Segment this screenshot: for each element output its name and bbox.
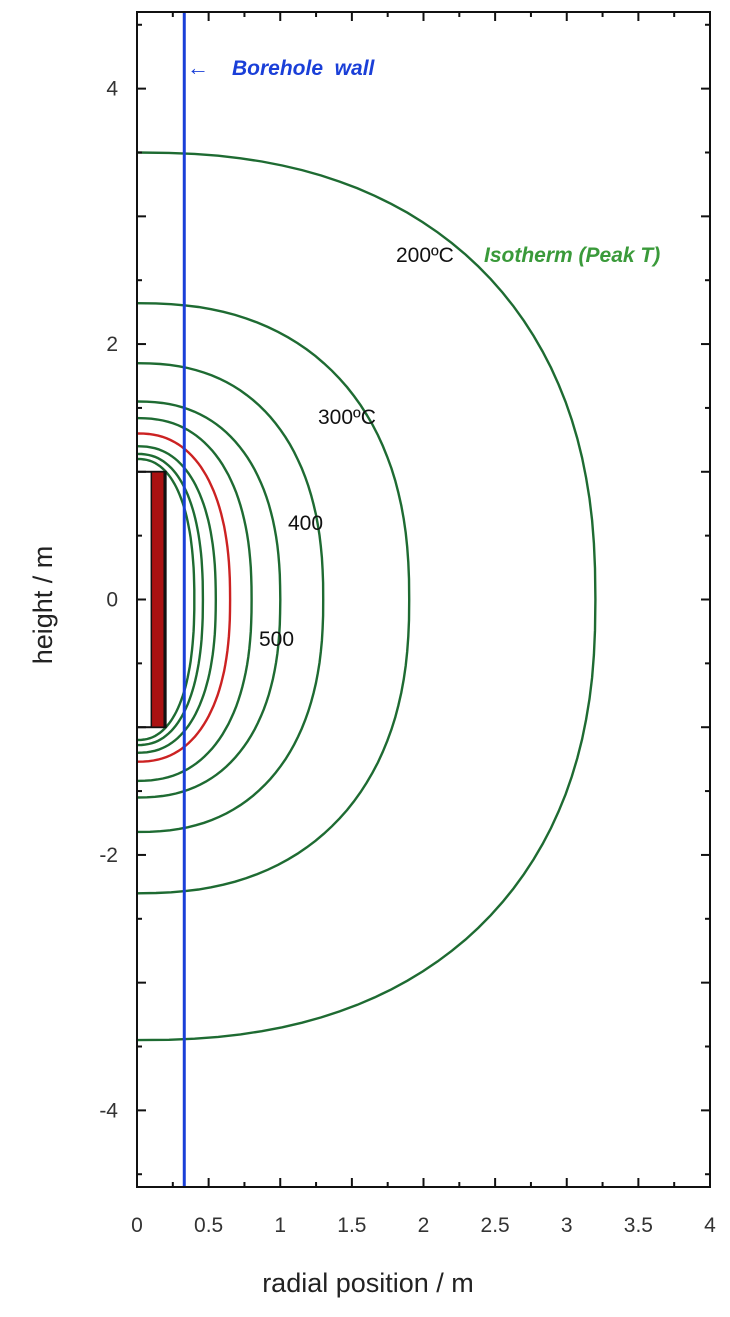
y-axis-title: height / m: [28, 546, 58, 665]
isotherm-200-unit: ºC: [431, 244, 454, 267]
x-tick-label: 2: [418, 1214, 430, 1237]
x-tick-label: 0.5: [194, 1214, 223, 1237]
isotherm-500-label: 500: [259, 628, 294, 651]
x-axis-title: radial position / m: [262, 1268, 474, 1298]
isotherm-curve-1: [136, 151, 597, 1042]
y-tick-label: -4: [99, 1099, 118, 1122]
x-tick-label: 2.5: [481, 1214, 510, 1237]
isotherm-curve-7: [136, 445, 218, 754]
isotherm-curve-9: [136, 457, 196, 742]
x-tick-label: 3: [561, 1214, 573, 1237]
tick-marks: [136, 12, 711, 1187]
isotherm-curve-4: [136, 400, 282, 799]
borehole-label: Borehole wall: [232, 57, 376, 80]
isotherm-200-value: 200: [396, 244, 431, 267]
y-tick-label: 0: [106, 589, 118, 612]
isotherm-400-label: 400: [288, 512, 323, 535]
y-tick-label: -2: [99, 844, 118, 867]
isotherm-curve-3: [136, 362, 325, 834]
x-tick-label: 4: [704, 1214, 716, 1237]
isotherm-200-desc: Isotherm (Peak T): [484, 244, 660, 267]
isotherm-curve-2: [136, 302, 411, 895]
x-tick-label: 3.5: [624, 1214, 653, 1237]
x-tick-label: 1.5: [337, 1214, 366, 1237]
isotherm-layer: [136, 151, 597, 1042]
isotherm-curve-5: [136, 416, 253, 783]
isotherm-300-label: 300ºC: [318, 406, 376, 429]
y-tick-label: 4: [106, 78, 118, 101]
x-tick-label: 1: [274, 1214, 286, 1237]
borehole-arrow: ←: [187, 55, 209, 80]
isotherm-curve-8: [136, 452, 205, 747]
canister-core: [150, 471, 165, 728]
y-tick-label: 2: [106, 333, 118, 356]
x-tick-label: 0: [131, 1214, 143, 1237]
isotherm-curve-6: [136, 432, 232, 763]
